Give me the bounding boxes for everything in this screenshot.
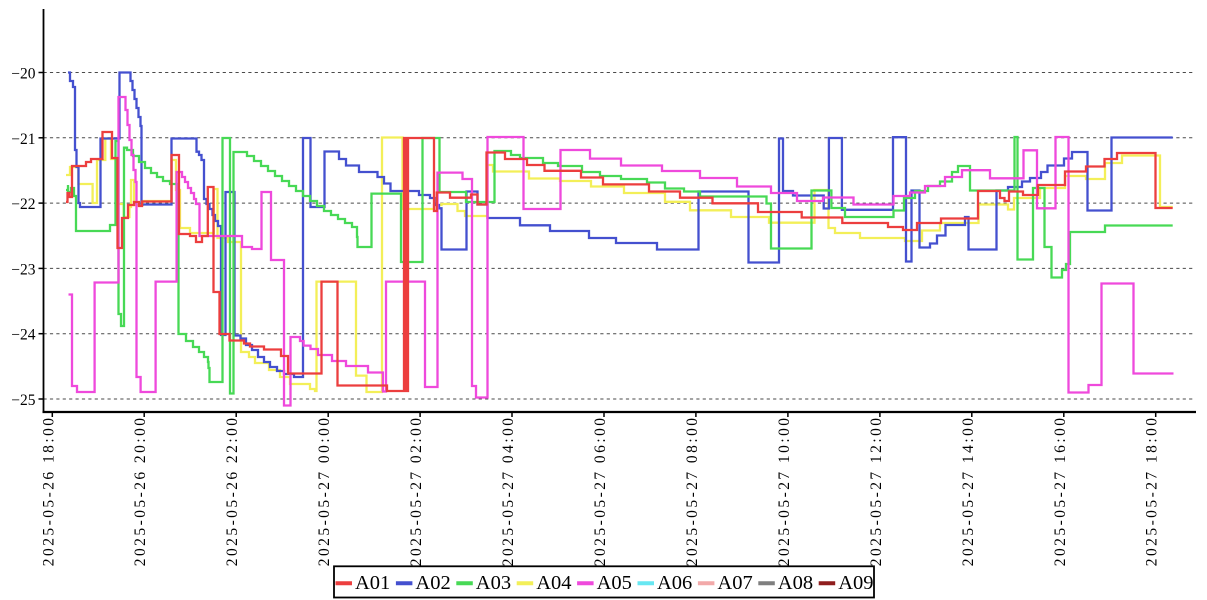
svg-text:2025-05-27 12:00: 2025-05-27 12:00 <box>868 416 885 567</box>
svg-text:A05: A05 <box>597 572 632 594</box>
svg-text:2025-05-26 20:00: 2025-05-26 20:00 <box>132 416 149 567</box>
svg-text:2025-05-27 04:00: 2025-05-27 04:00 <box>500 416 517 567</box>
svg-text:2025-05-27 18:00: 2025-05-27 18:00 <box>1144 416 1161 567</box>
svg-text:−22: −22 <box>11 196 35 213</box>
svg-text:A03: A03 <box>476 572 511 594</box>
svg-text:2025-05-27 02:00: 2025-05-27 02:00 <box>408 415 425 566</box>
svg-text:2025-05-27 00:00: 2025-05-27 00:00 <box>316 416 333 567</box>
svg-text:−20: −20 <box>11 66 35 83</box>
svg-text:2025-05-27 16:00: 2025-05-27 16:00 <box>1052 416 1069 567</box>
svg-text:A08: A08 <box>778 572 813 594</box>
svg-text:2025-05-27 10:00: 2025-05-27 10:00 <box>776 416 793 567</box>
svg-text:2025-05-27 08:00: 2025-05-27 08:00 <box>684 416 701 567</box>
svg-text:2025-05-27 06:00: 2025-05-27 06:00 <box>592 416 609 567</box>
svg-text:−24: −24 <box>11 327 35 344</box>
svg-text:A02: A02 <box>415 572 450 594</box>
svg-text:A09: A09 <box>838 572 873 594</box>
svg-text:−21: −21 <box>11 131 35 148</box>
svg-text:2025-05-26 18:00: 2025-05-26 18:00 <box>40 416 57 567</box>
svg-text:2025-05-26 22:00: 2025-05-26 22:00 <box>224 416 241 567</box>
svg-text:A04: A04 <box>536 572 571 594</box>
svg-text:−25: −25 <box>11 392 35 409</box>
svg-text:2025-05-27 14:00: 2025-05-27 14:00 <box>960 416 977 567</box>
svg-text:A07: A07 <box>717 572 752 594</box>
svg-text:−23: −23 <box>11 261 35 278</box>
svg-text:A01: A01 <box>355 572 390 594</box>
svg-text:A06: A06 <box>657 572 692 594</box>
